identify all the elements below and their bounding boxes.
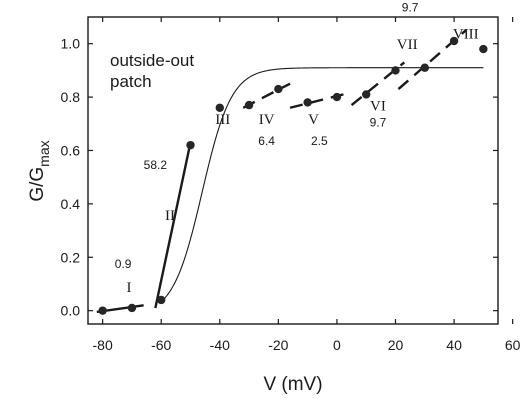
- segment-label-v: V: [308, 112, 319, 128]
- data-point: [244, 100, 254, 110]
- fit-curve: [160, 67, 484, 303]
- y-tick-label: 0.6: [61, 142, 81, 158]
- segment-vi: [350, 61, 406, 107]
- data-point: [186, 140, 195, 150]
- point-label-iii: III: [215, 112, 230, 128]
- slope-label-vi: 9.7: [370, 115, 387, 129]
- y-tick-label: 0.0: [61, 303, 81, 319]
- slope-label-ii: 58.2: [144, 158, 168, 172]
- data-point: [215, 103, 224, 112]
- x-tick-label: -40: [210, 337, 230, 353]
- x-axis-title: V (mV): [263, 374, 322, 395]
- y-axis-title-sub: max: [36, 140, 52, 166]
- data-point: [420, 63, 429, 72]
- slope-label-v: 2.5: [311, 134, 328, 148]
- y-axis-title-main: G/G: [27, 167, 48, 202]
- point-label-viii: VIII: [453, 26, 479, 42]
- y-tick-label: 0.4: [61, 196, 81, 212]
- segment-label-ii: II: [165, 208, 175, 224]
- x-tick-label: 0: [333, 337, 341, 353]
- x-tick-label: 60: [505, 337, 521, 353]
- data-point: [274, 84, 283, 94]
- data-point: [479, 44, 488, 54]
- y-axis-title: G/Gmax: [27, 140, 52, 201]
- y-tick-label: 1.0: [61, 36, 81, 52]
- point-layer: [98, 36, 488, 315]
- x-tick-label: -60: [151, 337, 171, 353]
- slope-label-vii: 9.7: [402, 1, 419, 15]
- data-point: [157, 295, 166, 305]
- data-point: [303, 98, 312, 107]
- y-tick-label: 0.8: [61, 89, 81, 105]
- tick-layer: -80 -60 -40 -20 0 20 40 60 0.0 0.2 0.4 0.6 0.8 1.0: [61, 17, 521, 353]
- segment-label-iv: IV: [259, 112, 275, 128]
- data-point: [449, 36, 459, 46]
- data-point: [127, 303, 137, 313]
- x-tick-label: -20: [268, 337, 288, 353]
- x-tick-label: 20: [388, 337, 404, 353]
- x-tick-label: 40: [446, 337, 462, 353]
- segment-ii: [154, 142, 192, 309]
- fit-curve-layer: [160, 67, 484, 303]
- y-tick-label: 0.2: [61, 249, 81, 265]
- annotation-outside-out-patch: outside-out patch: [110, 51, 199, 91]
- plot-area: [87, 16, 499, 325]
- data-point: [332, 92, 342, 102]
- segment-label-i: I: [127, 280, 132, 296]
- plot-frame: [87, 16, 499, 325]
- svg-text:G/Gmax: G/Gmax: [27, 140, 52, 201]
- data-point: [391, 66, 400, 75]
- segment-label-vii: VII: [397, 37, 418, 53]
- x-tick-label: -80: [93, 337, 113, 353]
- data-point: [98, 306, 107, 315]
- slope-label-i: 0.9: [115, 257, 132, 271]
- slope-label-iv: 6.4: [258, 134, 275, 148]
- segment-label-vi: VI: [370, 98, 386, 114]
- data-point: [362, 90, 371, 99]
